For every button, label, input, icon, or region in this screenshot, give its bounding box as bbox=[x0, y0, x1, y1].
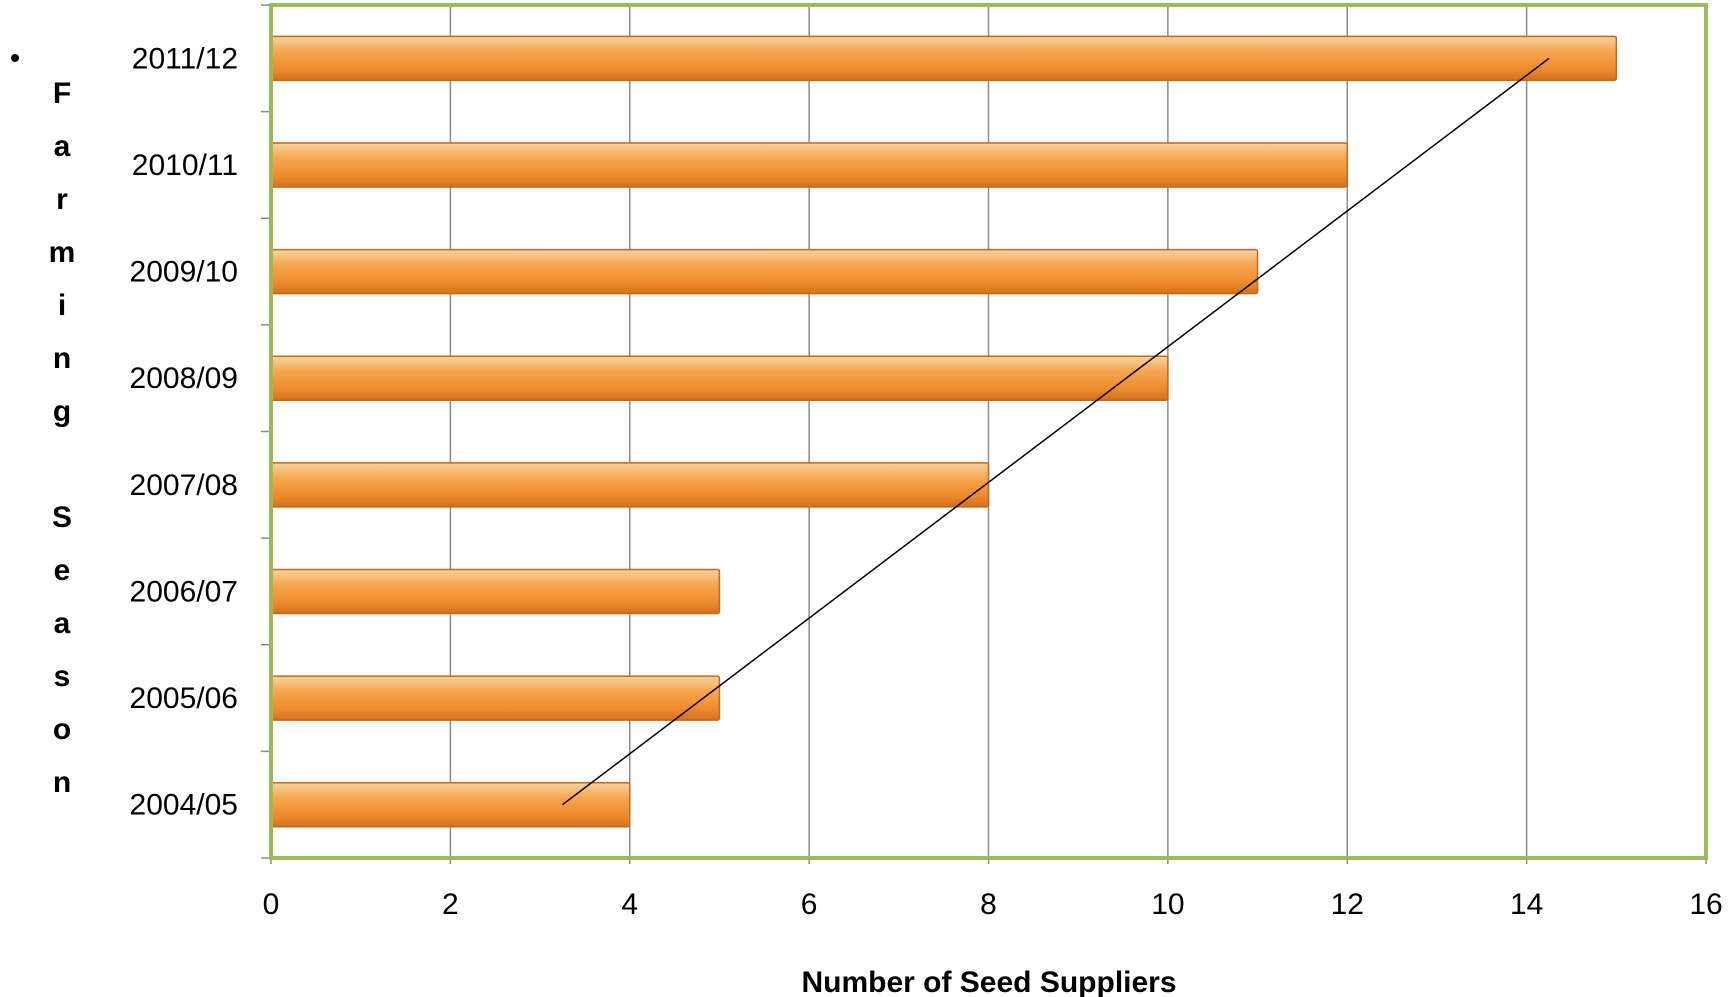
x-tick-label: 16 bbox=[1689, 888, 1722, 921]
y-axis-title-char: n bbox=[53, 342, 71, 375]
bars bbox=[271, 36, 1616, 826]
gridlines bbox=[450, 5, 1526, 858]
x-tick-label: 2 bbox=[442, 888, 459, 921]
x-tick-labels: 0 2 4 6 8 10 12 14 16 bbox=[263, 888, 1723, 921]
y-tick-label: 2010/11 bbox=[132, 149, 238, 182]
x-tick-label: 0 bbox=[263, 888, 280, 921]
bar-2007-08 bbox=[271, 463, 989, 507]
y-axis-title-char: F bbox=[53, 77, 71, 110]
y-tick-label: 2006/07 bbox=[130, 575, 238, 608]
y-axis-title-char: r bbox=[56, 183, 68, 216]
bar-2005-06 bbox=[271, 676, 719, 720]
bar-2011-12 bbox=[271, 36, 1616, 80]
y-axis-title-char: o bbox=[53, 713, 71, 746]
y-axis-title-char: i bbox=[58, 289, 66, 322]
y-axis-title-char: s bbox=[54, 660, 71, 693]
y-axis-title-char: S bbox=[52, 501, 72, 534]
bar-2004-05 bbox=[271, 783, 630, 827]
y-tick-label: 2011/12 bbox=[132, 42, 238, 75]
y-tick-label: 2008/09 bbox=[130, 362, 238, 395]
y-tick-label: 2007/08 bbox=[130, 469, 238, 502]
y-axis-title-char: e bbox=[54, 554, 71, 587]
bar-2008-09 bbox=[271, 356, 1168, 400]
x-axis-title: Number of Seed Suppliers bbox=[801, 966, 1176, 997]
bar-2010-11 bbox=[271, 143, 1347, 187]
y-axis-title-bullet: • bbox=[10, 42, 21, 75]
y-axis-ticks bbox=[261, 5, 1706, 864]
y-axis-title-char: g bbox=[53, 395, 71, 428]
y-tick-labels: 2004/05 2005/06 2006/07 2007/08 2008/09 2009/… bbox=[130, 42, 238, 821]
x-tick-label: 10 bbox=[1151, 888, 1184, 921]
x-tick-label: 4 bbox=[621, 888, 638, 921]
bar-2006-07 bbox=[271, 569, 719, 613]
y-axis-title-char: m bbox=[49, 236, 76, 269]
y-tick-label: 2004/05 bbox=[130, 789, 238, 822]
x-tick-label: 12 bbox=[1331, 888, 1364, 921]
y-axis-title-char: a bbox=[54, 130, 71, 163]
x-tick-label: 8 bbox=[980, 888, 997, 921]
y-axis-title-char: n bbox=[53, 766, 71, 799]
x-tick-label: 6 bbox=[801, 888, 818, 921]
bar-2009-10 bbox=[271, 250, 1258, 294]
y-tick-label: 2005/06 bbox=[130, 682, 238, 715]
y-tick-label: 2009/10 bbox=[130, 256, 238, 289]
x-tick-label: 14 bbox=[1510, 888, 1543, 921]
y-axis-title-char: a bbox=[54, 607, 71, 640]
